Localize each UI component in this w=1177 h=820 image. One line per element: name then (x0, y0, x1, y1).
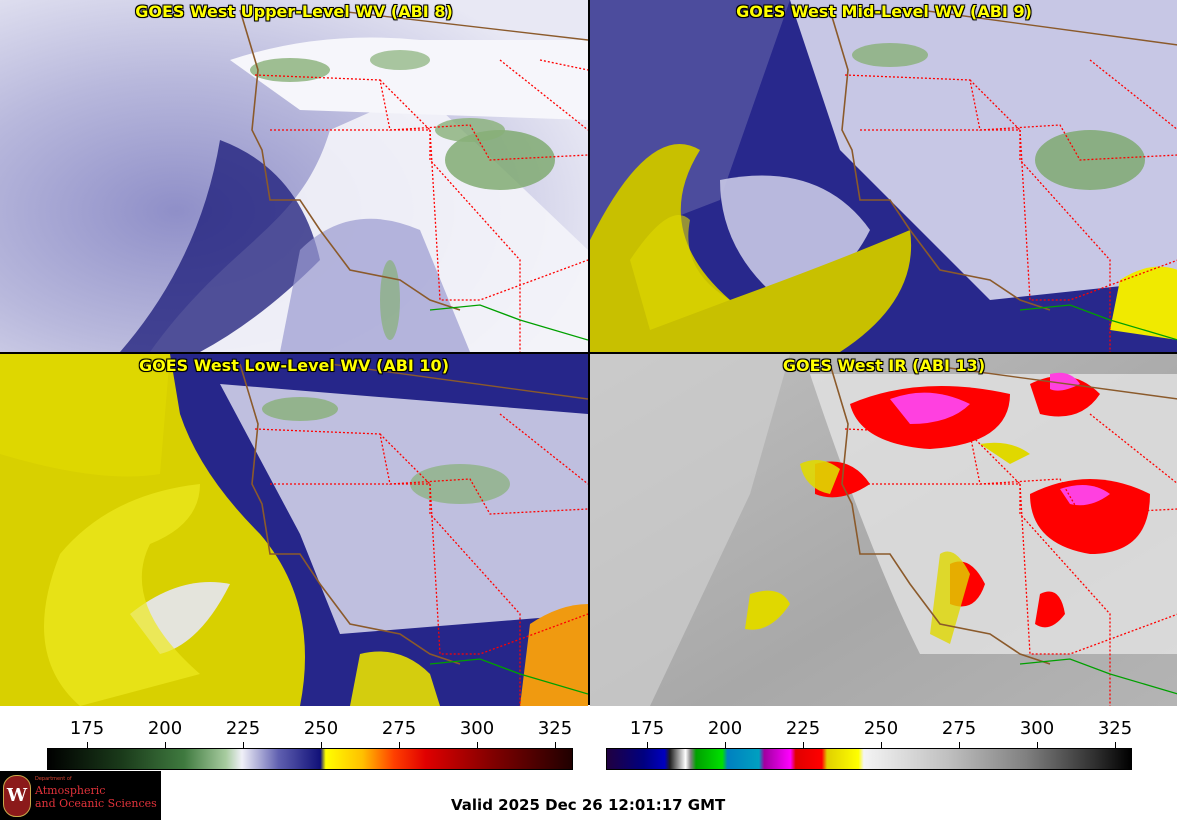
upper-level-wv-panel: GOES West Upper-Level WV (ABI 8) (0, 0, 588, 352)
wv-colorbar-tick-label: 275 (381, 718, 417, 739)
wv-colorbar-tick-label: 175 (69, 718, 105, 739)
wv-colorbar-tick (477, 742, 478, 749)
aos-logo: W Department of Atmospheric and Oceanic … (0, 771, 161, 820)
ir-colorbar-tick-label: 325 (1097, 718, 1133, 739)
wv-colorbar-tick-label: 325 (537, 718, 573, 739)
ir-colorbar-tick (1115, 742, 1116, 749)
ir-image (590, 354, 1177, 706)
mid-level-wv-image (590, 0, 1177, 352)
wv-colorbar-tick (165, 742, 166, 749)
wv-colorbar-tick (321, 742, 322, 749)
ir-colorbar-tick (881, 742, 882, 749)
ir-colorbar-tick-label: 200 (707, 718, 743, 739)
low-level-wv-panel: GOES West Low-Level WV (ABI 10) (0, 354, 588, 706)
low-level-wv-title: GOES West Low-Level WV (ABI 10) (138, 356, 449, 375)
ir-colorbar-tick-label: 275 (941, 718, 977, 739)
panel-divider-horizontal (0, 352, 1177, 354)
mid-level-wv-title: GOES West Mid-Level WV (ABI 9) (736, 2, 1032, 21)
wv-colorbar-tick (243, 742, 244, 749)
ir-colorbar-tick (1037, 742, 1038, 749)
logo-line-2: and Oceanic Sciences (35, 797, 157, 810)
logo-line-1: Atmospheric (35, 784, 106, 797)
ir-panel: GOES West IR (ABI 13) (590, 354, 1177, 706)
wv-colorbar-tick (87, 742, 88, 749)
ir-title: GOES West IR (ABI 13) (782, 356, 986, 375)
logo-name: Atmospheric and Oceanic Sciences (35, 784, 157, 810)
wv-colorbar-tick (555, 742, 556, 749)
wv-colorbar-tick-label: 300 (459, 718, 495, 739)
ir-colorbar-tick (803, 742, 804, 749)
wv-colorbar-tick-label: 225 (225, 718, 261, 739)
wv-colorbar (47, 748, 573, 770)
ir-colorbar-tick (725, 742, 726, 749)
ir-colorbar-tick-label: 175 (629, 718, 665, 739)
ir-colorbar (606, 748, 1132, 770)
university-seal-icon: W (3, 775, 31, 817)
wv-colorbar-tick-label: 250 (303, 718, 339, 739)
ir-colorbar-tick (647, 742, 648, 749)
low-level-wv-image (0, 354, 588, 706)
ir-colorbar-tick-label: 300 (1019, 718, 1055, 739)
wv-colorbar-tick-label: 200 (147, 718, 183, 739)
upper-level-wv-image (0, 0, 588, 352)
ir-colorbar-tick-label: 250 (863, 718, 899, 739)
logo-department-text: Department of (35, 776, 72, 782)
ir-colorbar-tick-label: 225 (785, 718, 821, 739)
mid-level-wv-panel: GOES West Mid-Level WV (ABI 9) (590, 0, 1177, 352)
wv-colorbar-tick (399, 742, 400, 749)
valid-time: Valid 2025 Dec 26 12:01:17 GMT (451, 796, 726, 814)
ir-colorbar-tick (959, 742, 960, 749)
upper-level-wv-title: GOES West Upper-Level WV (ABI 8) (135, 2, 453, 21)
